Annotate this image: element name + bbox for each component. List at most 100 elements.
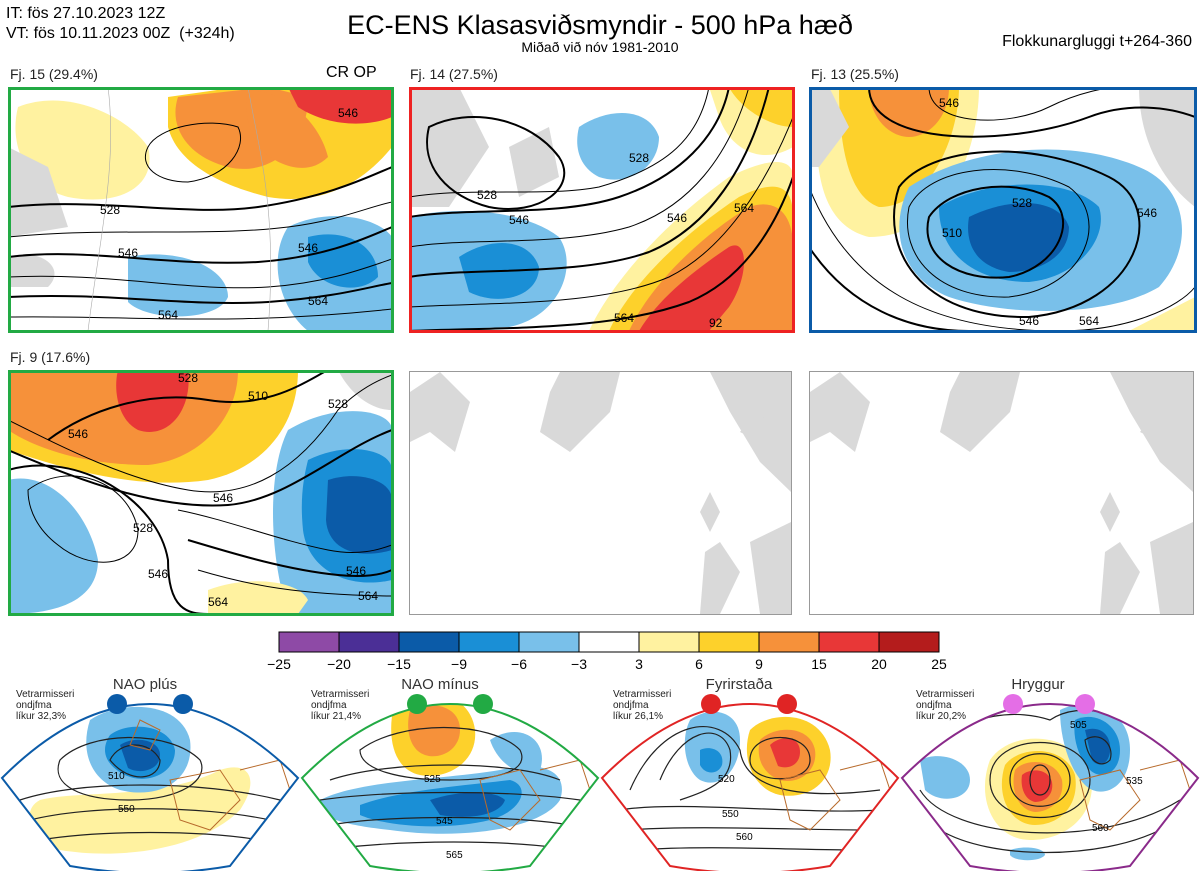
regime-1-map: 510 550 [0, 694, 300, 871]
contour-label: 565 [446, 850, 463, 861]
contour-label: 564 [158, 308, 178, 322]
panel-4-label: Fj. 9 (17.6%) [10, 349, 91, 365]
regime-1-info: Vetrarmisseri ondjfma líkur 32,3% [16, 689, 75, 722]
cluster-map-panel-2: 528 546 528 546 564 564 92 [409, 87, 793, 331]
regime-2-marker [473, 694, 493, 714]
colorbar-tick-label: −25 [267, 656, 291, 672]
colorbar-segment [518, 631, 580, 653]
contour-label: 560 [1092, 823, 1109, 834]
colorbar-tick-label: 20 [871, 656, 887, 672]
contour-label: 92 [709, 316, 723, 330]
regime-2-map: 525 545 565 [300, 694, 600, 871]
contour-label: 546 [509, 213, 529, 227]
colorbar-tick-label: 25 [931, 656, 947, 672]
contour-label: 564 [358, 589, 378, 603]
contour-label: 510 [248, 389, 268, 403]
contour-label: 535 [1126, 776, 1143, 787]
empty-map-panel-5 [409, 371, 792, 615]
empty-map-panel-6 [809, 371, 1194, 615]
contour-label: 564 [614, 311, 634, 325]
colorbar-tick-label: −6 [511, 656, 527, 672]
panel-2-border [409, 87, 795, 333]
regime-3-marker [777, 694, 797, 714]
contour-label: 528 [100, 203, 120, 217]
contour-label: 564 [208, 595, 228, 609]
contour-label: 546 [346, 564, 366, 578]
contour-label: 528 [477, 188, 497, 202]
regime-1-marker [173, 694, 193, 714]
colorbar-segment [758, 631, 820, 653]
colorbar-segment [278, 631, 340, 653]
cluster-map-panel-4: 546 528 510 528 546 546 528 546 564 564 … [8, 370, 392, 614]
panel-4-border [8, 370, 394, 616]
contour-label: 546 [667, 211, 687, 225]
colorbar-segment [818, 631, 880, 653]
colorbar-segment [578, 631, 640, 653]
colorbar-segment [638, 631, 700, 653]
colorbar-segment [698, 631, 760, 653]
contour-label: 525 [424, 774, 441, 785]
lead-time: (+324h) [179, 25, 235, 42]
contour-label: 528 [1012, 196, 1032, 210]
header-times: IT: fös 27.10.2023 12Z VT: fös 10.11.202… [6, 4, 235, 44]
contour-label: 546 [298, 241, 318, 255]
contour-label: 564 [308, 294, 328, 308]
regime-2-marker [407, 694, 427, 714]
classification-window: Flokkunargluggi t+264-360 [1002, 33, 1192, 50]
regime-4-map: 505 535 560 [900, 694, 1200, 871]
contour-label: 505 [1070, 720, 1087, 731]
regime-4-title: Hryggur [1011, 676, 1065, 693]
regime-3-title: Fyrirstaða [705, 676, 773, 693]
colorbar [278, 631, 940, 653]
contour-label: 545 [436, 816, 453, 827]
colorbar-segment [458, 631, 520, 653]
contour-label: 546 [148, 567, 168, 581]
colorbar-tick-label: 9 [755, 656, 763, 672]
panel-1-border [8, 87, 394, 333]
contour-label: 550 [118, 804, 135, 815]
contour-label: 546 [1019, 314, 1039, 328]
contour-label: 528 [178, 371, 198, 385]
contour-label: 564 [1079, 314, 1099, 328]
init-time: IT: fös 27.10.2023 12Z [6, 5, 166, 22]
contour-label: 546 [213, 491, 233, 505]
regime-3-marker [701, 694, 721, 714]
colorbar-tick-label: −20 [327, 656, 351, 672]
contour-label: 528 [328, 397, 348, 411]
colorbar-tick-label: −3 [571, 656, 587, 672]
contour-label: 546 [1137, 206, 1157, 220]
regime-3-info: Vetrarmisseri ondjfma líkur 26,1% [613, 689, 672, 722]
contour-label: 546 [118, 246, 138, 260]
colorbar-segment [878, 631, 940, 653]
colorbar-tick-label: 6 [695, 656, 703, 672]
page-title: EC-ENS Klasasviðsmyndir - 500 hPa hæð [347, 10, 853, 40]
panel-2-label: Fj. 14 (27.5%) [410, 66, 498, 82]
cluster-map-panel-3: 510 528 546 546 564 546 [809, 87, 1195, 331]
regime-4-marker [1003, 694, 1023, 714]
regime-1-title: NAO plús [112, 676, 178, 693]
colorbar-segment [398, 631, 460, 653]
cluster-map-panel-1: 528 546 546 564 564 546 [8, 87, 392, 331]
colorbar-tick-label: 3 [635, 656, 643, 672]
colorbar-segment [338, 631, 400, 653]
contour-label: 510 [108, 771, 125, 782]
contour-label: 564 [734, 201, 754, 215]
regime-2-title: NAO mínus [401, 676, 479, 693]
regime-1-marker [107, 694, 127, 714]
regime-4-marker [1075, 694, 1095, 714]
contour-label: 546 [68, 427, 88, 441]
page-subtitle: Miðað við nóv 1981-2010 [521, 39, 679, 55]
contour-label: 510 [942, 226, 962, 240]
panel-1-label: Fj. 15 (29.4%) [10, 66, 98, 82]
contour-label: 550 [722, 809, 739, 820]
panel-3-border [809, 87, 1197, 333]
contour-label: 528 [629, 151, 649, 165]
panel-3-label: Fj. 13 (25.5%) [811, 66, 899, 82]
contour-label: 560 [736, 832, 753, 843]
panel-1-extra-label: CR OP [326, 64, 377, 81]
colorbar-tick-label: −9 [451, 656, 467, 672]
contour-label: 528 [133, 521, 153, 535]
regime-2-info: Vetrarmisseri ondjfma líkur 21,4% [311, 689, 370, 722]
contour-label: 520 [718, 774, 735, 785]
valid-time: VT: fös 10.11.2023 00Z [6, 25, 171, 42]
